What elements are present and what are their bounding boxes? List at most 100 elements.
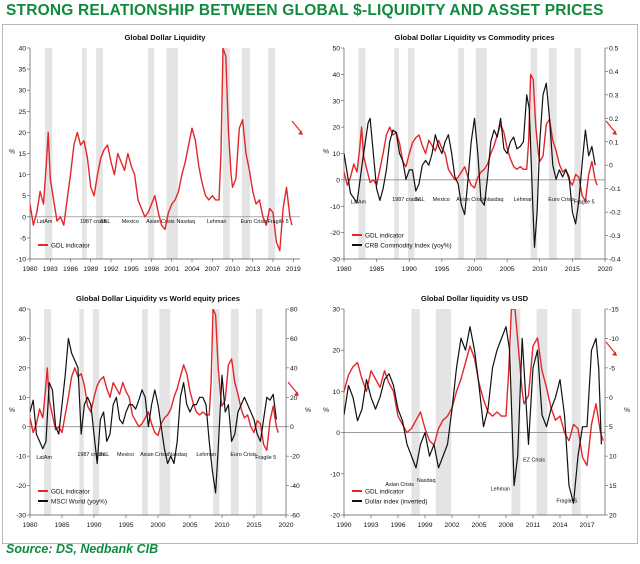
x-tick-label: 1990	[402, 266, 417, 273]
x-tick-label: 1983	[43, 266, 58, 273]
x-tick-label: 2020	[597, 266, 612, 273]
x-tick-label: 1996	[390, 522, 405, 529]
x-tick-label: 2005	[471, 522, 486, 529]
crisis-annotation: Nasdaq	[485, 197, 504, 203]
y-tick-label-left: -10	[330, 204, 340, 211]
crisis-shading	[255, 309, 263, 515]
y-tick-label-right: 0	[290, 424, 294, 431]
x-tick-label: 1995	[118, 522, 133, 529]
y-tick-label-right: -40	[290, 483, 300, 490]
crisis-annotation: Lehman	[491, 486, 510, 492]
y-axis-unit-left: %	[9, 407, 15, 414]
x-tick-label: 1985	[369, 266, 384, 273]
crisis-shading	[223, 48, 230, 259]
x-tick-label: 2001	[164, 266, 179, 273]
crisis-annotation: Mexico	[122, 219, 139, 225]
x-tick-label: 1995	[124, 266, 139, 273]
y-tick-label-left: 0	[22, 214, 26, 221]
crisis-annotation: LatAm	[351, 200, 367, 206]
crisis-shading	[458, 48, 465, 259]
y-tick-label-left: -30	[16, 513, 26, 520]
y-tick-label-right: 20	[609, 513, 617, 520]
y-tick-label-right: -20	[290, 454, 300, 461]
y-tick-label-right: -60	[290, 513, 300, 520]
x-tick-label: 1980	[22, 266, 37, 273]
x-tick-label: 2000	[150, 522, 165, 529]
y-tick-label-left: -20	[330, 513, 340, 520]
crisis-annotation: 1987 crash	[77, 452, 104, 458]
x-tick-label: 2004	[184, 266, 199, 273]
y-axis-unit-left: %	[323, 149, 329, 156]
y-tick-label-right: 10	[609, 454, 617, 461]
y-tick-label-left: 10	[332, 151, 340, 158]
y-tick-label-right: 0	[609, 395, 613, 402]
y-tick-label-right: -10	[609, 336, 619, 343]
y-tick-label-right: 0.3	[609, 92, 619, 99]
chart-panel-gdl: -10 -5 0 5 10 15 20 25 30 35 40% 1980 1983 1986 1989 19…	[4, 26, 317, 285]
y-tick-label-left: 40	[18, 307, 26, 314]
trend-arrow-icon	[605, 120, 617, 135]
series-line-gdl	[344, 73, 598, 202]
y-tick-label-right: 0.1	[609, 139, 619, 146]
crisis-shading	[230, 309, 239, 515]
crisis-annotation: Mexico	[117, 452, 134, 458]
x-tick-label: 2017	[579, 522, 594, 529]
y-tick-label-left: 10	[332, 389, 340, 396]
page-title: STRONG RELATIONSHIP BETWEEN GLOBAL $-LIQ…	[6, 2, 604, 19]
y-tick-label-left: 35	[18, 67, 26, 74]
y-tick-label-right: 5	[609, 424, 613, 431]
trend-arrow-icon	[287, 381, 299, 396]
y-tick-label-left: 30	[18, 336, 26, 343]
crisis-annotation: Lehman	[207, 219, 226, 225]
crisis-annotation: 1987 crash	[80, 219, 107, 225]
chart-panel-gdl-vs-usd: -20 -10 0 10 20 30% 20 15 10 5 0 -5 -10 -15% 1990 1993 1…	[320, 287, 635, 540]
y-tick-label-right: -0.3	[609, 233, 621, 240]
x-tick-label: 2010	[532, 266, 547, 273]
y-axis-unit-right: %	[624, 407, 630, 414]
y-tick-label-left: 0	[22, 424, 26, 431]
crisis-shading	[213, 309, 220, 515]
y-tick-label-left: -10	[330, 471, 340, 478]
y-tick-label-right: -15	[609, 307, 619, 314]
source-note: Source: DS, Nedbank CIB	[6, 542, 159, 556]
trend-arrow-icon	[291, 120, 303, 135]
chart-title: Global Dollar Liquidity	[124, 33, 206, 42]
legend-label: CRB Commodity Index (yoy%)	[365, 243, 452, 250]
series-line-secondary	[30, 337, 277, 494]
series-line-gdl	[30, 48, 293, 252]
crisis-shading	[159, 309, 171, 515]
y-tick-label-left: -20	[16, 483, 26, 490]
crisis-annotation: Nasdaq	[417, 478, 436, 484]
x-tick-label: 2008	[498, 522, 513, 529]
x-tick-label: 2005	[182, 522, 197, 529]
y-tick-label-left: 50	[332, 46, 340, 53]
x-tick-label: 2015	[565, 266, 580, 273]
crisis-annotation: Fragile 5	[574, 200, 595, 206]
legend-label: GDL indicator	[365, 233, 405, 240]
legend-label: MSCI World (yoy%)	[51, 499, 107, 506]
x-tick-label: 1989	[83, 266, 98, 273]
crisis-annotation: Lehman	[514, 197, 533, 203]
y-tick-label-left: 30	[332, 307, 340, 314]
crisis-annotation: Lehman	[196, 452, 215, 458]
x-tick-label: 1990	[336, 522, 351, 529]
crisis-shading	[79, 309, 84, 515]
crisis-shading	[148, 48, 155, 259]
crisis-annotation: Euro Crisis	[548, 197, 575, 203]
crisis-annotation: Nasdaq	[168, 452, 187, 458]
x-tick-label: 1995	[434, 266, 449, 273]
y-tick-label-left: -5	[20, 235, 26, 242]
chart-title: Global Dollar liquidity vs USD	[421, 294, 529, 303]
crisis-shading	[511, 309, 521, 515]
chart-panel-gdl-vs-equity: -30 -20 -10 0 10 20 30 40% -60 -40 -20 0 20 40 60 80% 19…	[4, 287, 317, 540]
series-line-secondary	[344, 82, 596, 248]
trend-arrow-icon	[605, 341, 617, 356]
crisis-shading	[166, 48, 178, 259]
y-tick-label-left: 20	[18, 365, 26, 372]
x-tick-label: 1990	[86, 522, 101, 529]
chart-title: Global Dollar Liquidity vs World equity …	[76, 294, 240, 303]
x-tick-label: 2019	[286, 266, 301, 273]
y-tick-label-right: -0.2	[609, 210, 621, 217]
crisis-annotation: Fragile 5	[556, 499, 577, 505]
x-tick-label: 1992	[103, 266, 118, 273]
